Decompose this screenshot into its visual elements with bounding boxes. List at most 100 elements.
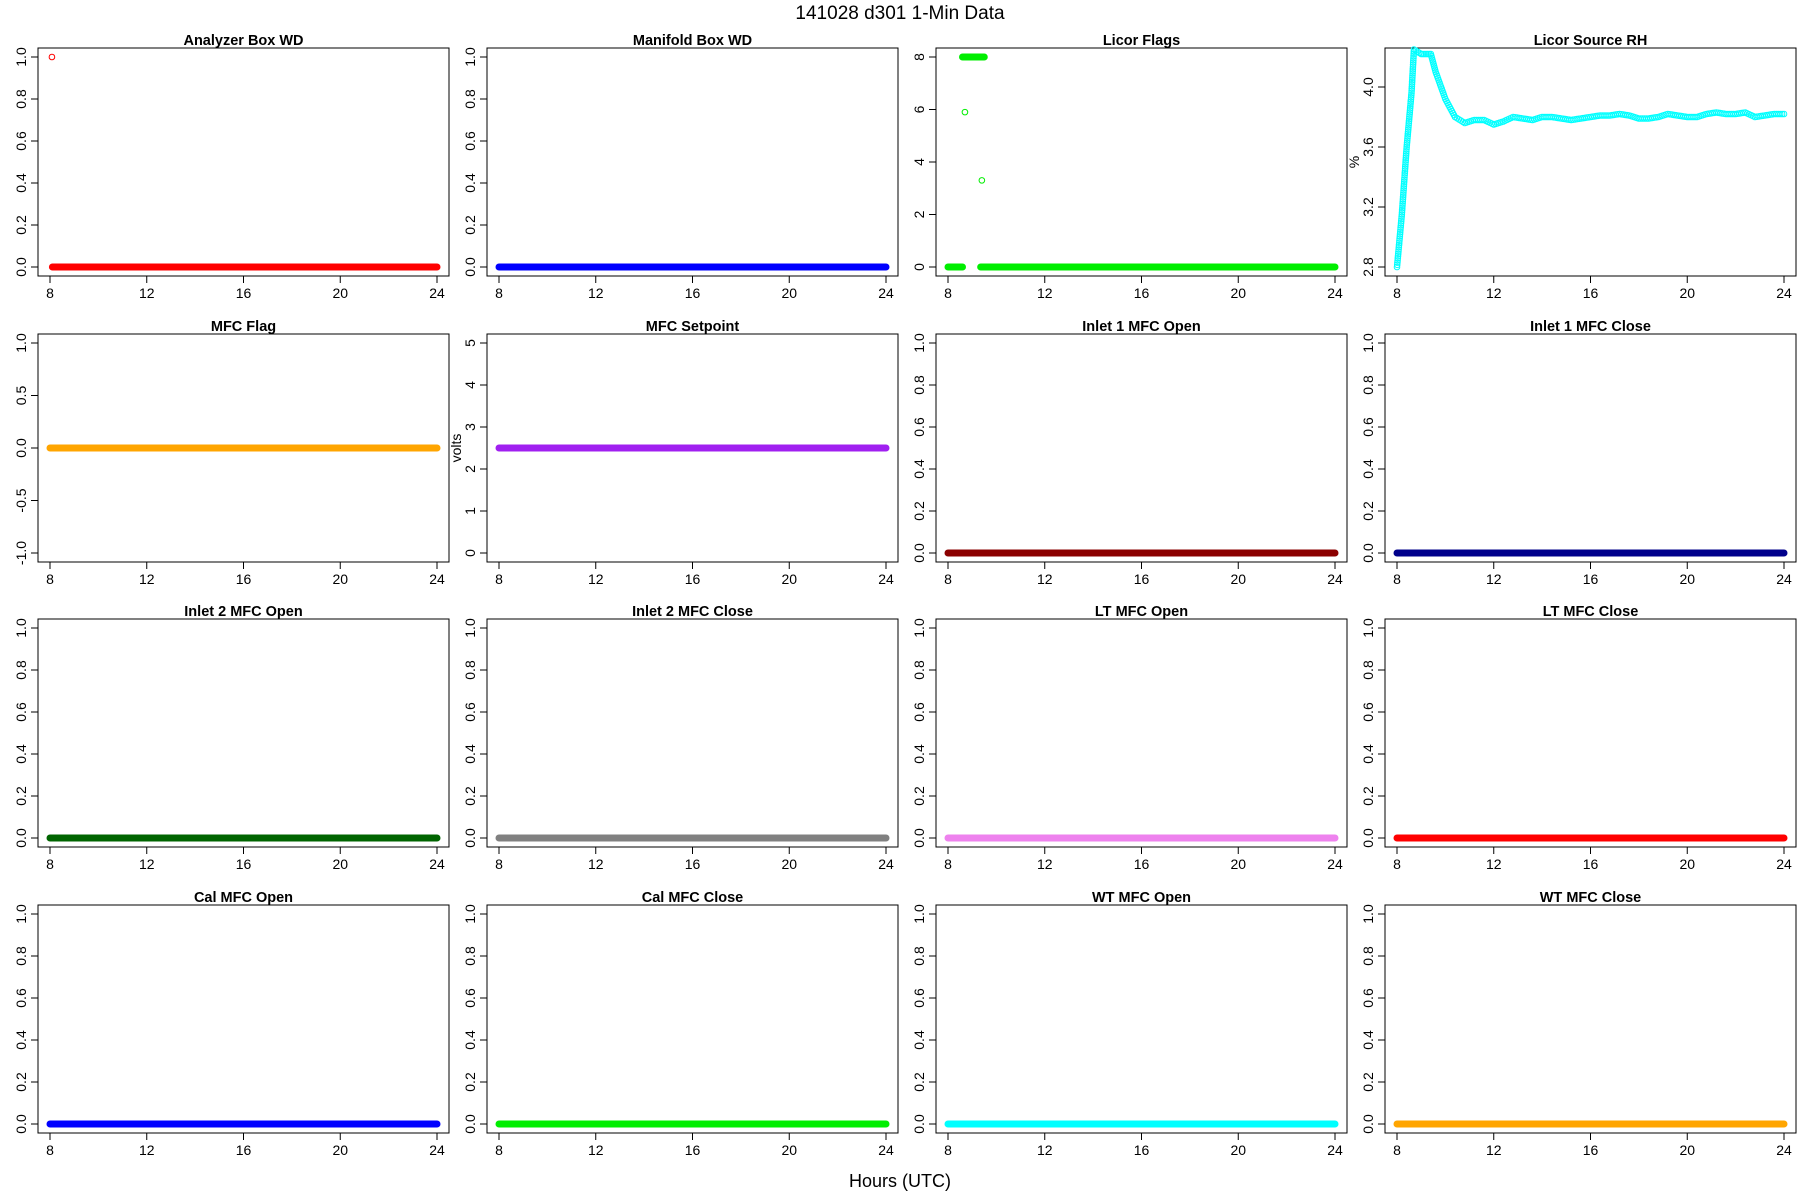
plot-frame bbox=[486, 47, 899, 277]
plot-frame bbox=[1384, 47, 1797, 277]
data-point bbox=[1404, 132, 1411, 140]
y-tick-label: 0.6 bbox=[911, 988, 927, 1008]
y-tick-label: 0.8 bbox=[1360, 946, 1376, 966]
y-tick-label: 0.4 bbox=[13, 173, 29, 193]
x-tick-label: 24 bbox=[878, 1142, 894, 1158]
data-point bbox=[1399, 191, 1407, 199]
plot-frame bbox=[935, 904, 1348, 1134]
x-tick-label: 12 bbox=[1486, 285, 1502, 301]
x-tick-label: 12 bbox=[1486, 571, 1502, 587]
panel-title: LT MFC Close bbox=[1543, 604, 1639, 620]
x-axis: 8 12 16 20 24 bbox=[46, 561, 445, 587]
data-point bbox=[1406, 113, 1413, 121]
x-tick-label: 12 bbox=[139, 285, 155, 301]
y-tick-label: 0.0 bbox=[1360, 1114, 1376, 1134]
data-point bbox=[1403, 148, 1410, 155]
y-tick-label: 8 bbox=[911, 53, 927, 61]
x-tick-label: 24 bbox=[429, 856, 445, 872]
y-axis-label: volts bbox=[448, 434, 464, 463]
x-tick-label: 12 bbox=[1037, 285, 1053, 301]
y-tick-label: 1.0 bbox=[462, 618, 478, 638]
y-tick-label: 0.4 bbox=[911, 744, 927, 764]
data-point bbox=[1404, 135, 1411, 142]
plot-frame bbox=[935, 333, 1348, 563]
y-tick-label: 0.6 bbox=[462, 702, 478, 722]
panel-title: Cal MFC Close bbox=[642, 890, 744, 906]
y-tick-label: 0.4 bbox=[462, 173, 478, 193]
y-tick-label: 0 bbox=[462, 549, 478, 557]
data-point bbox=[1403, 143, 1410, 151]
x-axis: 8 12 16 20 24 bbox=[46, 275, 445, 301]
y-axis: 2.8 3.2 3.6 4.0 bbox=[1360, 77, 1386, 277]
data-point bbox=[1398, 209, 1406, 216]
panel-title: Inlet 2 MFC Close bbox=[632, 604, 753, 620]
data-point bbox=[961, 108, 969, 116]
data-point bbox=[1399, 204, 1406, 212]
data-point bbox=[1394, 250, 1402, 258]
data-point bbox=[1394, 259, 1401, 266]
y-tick-label: 0.4 bbox=[911, 1030, 927, 1050]
panel-title: WT MFC Open bbox=[1092, 890, 1191, 906]
data-point bbox=[1408, 89, 1415, 97]
x-tick-label: 12 bbox=[1037, 1142, 1053, 1158]
y-tick-label: -0.5 bbox=[13, 488, 29, 512]
chart-panel: LT MFC Close 8 12 16 20 24 0.0 0.2 0.4 0.6 0.8 1.0 bbox=[1360, 604, 1797, 872]
x-tick-label: 12 bbox=[588, 1142, 604, 1158]
y-tick-label: 0.2 bbox=[462, 786, 478, 806]
x-tick-label: 24 bbox=[878, 856, 894, 872]
x-tick-label: 24 bbox=[878, 571, 894, 587]
data-point bbox=[1409, 70, 1416, 77]
y-tick-label: 1.0 bbox=[13, 47, 29, 67]
data-point bbox=[1396, 230, 1404, 238]
x-tick-label: 20 bbox=[1230, 571, 1246, 587]
y-axis-label: % bbox=[1346, 156, 1362, 168]
x-tick-label: 24 bbox=[1776, 571, 1792, 587]
y-tick-label: 0.2 bbox=[13, 215, 29, 235]
y-tick-label: 4 bbox=[911, 158, 927, 166]
data-point bbox=[1398, 211, 1406, 218]
y-axis: 0 2 4 6 8 bbox=[911, 53, 937, 271]
y-axis: 0.0 0.2 0.4 0.6 0.8 1.0 bbox=[462, 904, 488, 1134]
y-tick-label: 0.6 bbox=[911, 417, 927, 437]
y-tick-label: 0.4 bbox=[1360, 744, 1376, 764]
x-tick-label: 24 bbox=[1327, 1142, 1343, 1158]
x-tick-label: 16 bbox=[685, 856, 701, 872]
data-point bbox=[1408, 83, 1416, 90]
x-axis: 8 12 16 20 24 bbox=[1393, 846, 1792, 872]
plot-frame bbox=[486, 904, 899, 1134]
data-point bbox=[1407, 94, 1415, 101]
y-tick-label: 0.2 bbox=[911, 501, 927, 521]
chart-panel: Manifold Box WD 8 12 16 20 24 0.0 0.2 0.4 0.6 0.8 1… bbox=[462, 33, 899, 301]
y-tick-label: 0.4 bbox=[1360, 459, 1376, 479]
chart-panel: Cal MFC Open 8 12 16 20 24 0.0 0.2 0.4 0.6 0.8 1.0 bbox=[13, 890, 450, 1158]
y-tick-label: 0.2 bbox=[911, 1072, 927, 1092]
x-tick-label: 20 bbox=[1679, 571, 1695, 587]
plot-frame bbox=[37, 47, 450, 277]
data-point bbox=[1393, 261, 1401, 269]
data-point bbox=[978, 177, 986, 184]
page-title: 141028 d301 1-Min Data bbox=[795, 3, 1005, 24]
x-tick-label: 20 bbox=[1679, 1142, 1695, 1158]
x-tick-label: 8 bbox=[495, 856, 503, 872]
y-tick-label: 0.2 bbox=[462, 215, 478, 235]
chart-panel: Licor Source RH 8 12 16 20 24 2.8 3.2 3.6 4.0% bbox=[1346, 33, 1797, 301]
y-tick-label: 0.0 bbox=[1360, 543, 1376, 563]
data-point bbox=[1410, 54, 1417, 62]
y-axis: 0.0 0.2 0.4 0.6 0.8 1.0 bbox=[1360, 618, 1386, 848]
x-tick-label: 8 bbox=[1393, 571, 1401, 587]
data-point bbox=[1407, 96, 1415, 103]
data-point bbox=[1405, 117, 1413, 125]
data-point bbox=[1405, 119, 1413, 127]
data-point bbox=[1402, 154, 1410, 162]
data-point bbox=[1410, 57, 1417, 64]
y-tick-label: 0.4 bbox=[911, 459, 927, 479]
data-point bbox=[1394, 254, 1402, 262]
y-tick-label: 0.6 bbox=[462, 131, 478, 151]
data-point bbox=[1401, 176, 1408, 183]
data-point bbox=[1409, 59, 1417, 66]
data-series bbox=[944, 53, 1339, 271]
data-point bbox=[1394, 252, 1402, 260]
data-point bbox=[1402, 158, 1409, 166]
data-point bbox=[1408, 76, 1416, 84]
y-tick-label: 0.4 bbox=[1360, 1030, 1376, 1050]
